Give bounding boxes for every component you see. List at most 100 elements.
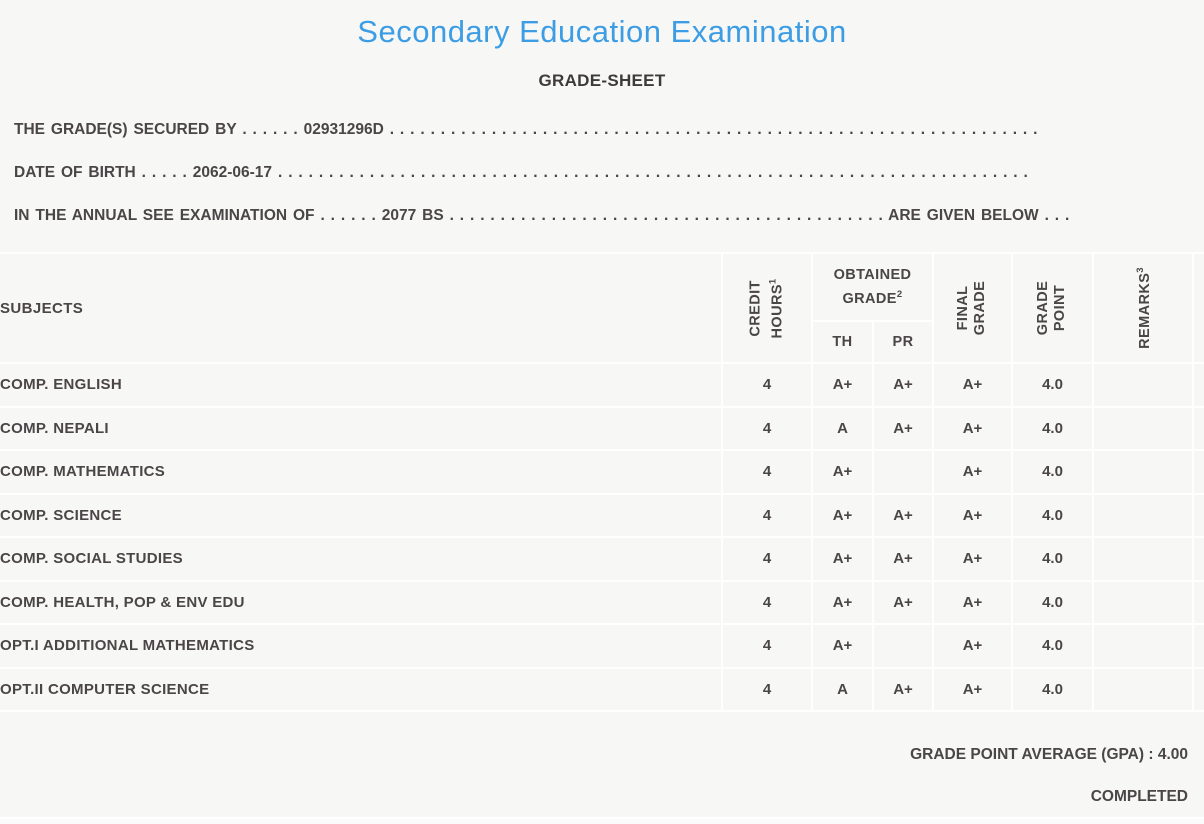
info-line-examination-year: IN THE ANNUAL SEE EXAMINATION OF . . . .…: [14, 205, 1190, 227]
table-row: COMP. HEALTH, POP & ENV EDU 4 A+ A+ A+ 4…: [0, 579, 1204, 624]
table-row: COMP. SCIENCE 4 A+ A+ A+ 4.0: [0, 492, 1204, 537]
column-header-remarks: REMARKS3: [1092, 253, 1194, 363]
gpa-value: 4.00: [1157, 746, 1188, 763]
pr-grade-cell: A+: [871, 666, 934, 711]
edge-spacer-cell: [1192, 492, 1204, 537]
th-grade-cell: A+: [811, 623, 873, 668]
edge-spacer-cell: [1192, 449, 1204, 494]
column-header-th: TH: [811, 320, 873, 363]
pr-grade-cell: A+: [871, 492, 934, 537]
column-header-grade-point: GRADE POINT: [1011, 253, 1094, 363]
gpa-summary: GRADE POINT AVERAGE (GPA) : 4.00: [0, 745, 1204, 765]
credit-hours-cell: 4: [721, 536, 812, 581]
th-grade-cell: A: [811, 405, 873, 450]
grade-point-cell: 4.0: [1011, 579, 1094, 624]
table-row: COMP. SOCIAL STUDIES 4 A+ A+ A+ 4.0: [0, 536, 1204, 581]
gpa-label: GRADE POINT AVERAGE (GPA) :: [910, 746, 1154, 763]
dot-leader: . . . . . . . . . . . . . . . . . . . . …: [449, 207, 883, 224]
symbol-number-value: 02931296D: [303, 121, 384, 138]
grade-point-cell: 4.0: [1011, 536, 1094, 581]
th-grade-cell: A+: [811, 579, 873, 624]
table-row: COMP. ENGLISH 4 A+ A+ A+ 4.0: [0, 362, 1204, 407]
edge-spacer-cell: [1192, 253, 1204, 363]
remarks-cell: [1092, 579, 1194, 624]
final-grade-cell: A+: [932, 579, 1013, 624]
column-header-credit-hours: CREDIT HOURS1: [721, 253, 812, 363]
edge-spacer-cell: [1192, 579, 1204, 624]
grade-point-cell: 4.0: [1011, 449, 1094, 494]
result-status: COMPLETED: [1090, 788, 1188, 805]
remarks-cell: [1092, 623, 1194, 668]
subject-cell: COMP. SOCIAL STUDIES: [0, 536, 722, 581]
grade-point-cell: 4.0: [1011, 623, 1094, 668]
table-row: OPT.II COMPUTER SCIENCE 4 A A+ A+ 4.0: [0, 666, 1204, 711]
th-grade-cell: A: [811, 666, 873, 711]
info-line-date-of-birth: DATE OF BIRTH . . . . . 2062-06-17 . . .…: [14, 162, 1190, 184]
remarks-cell: [1092, 666, 1194, 711]
credit-hours-cell: 4: [721, 405, 812, 450]
grades-table: SUBJECTS CREDIT HOURS1 OBTAINED GRADE2 F…: [0, 252, 1204, 712]
dot-leader: . . . . . . . . . . . . . . . . . . . . …: [277, 164, 1028, 181]
dot-leader: . . .: [1044, 207, 1070, 224]
subject-cell: COMP. HEALTH, POP & ENV EDU: [0, 579, 722, 624]
credit-hours-cell: 4: [721, 449, 812, 494]
edge-spacer-cell: [1192, 362, 1204, 407]
exam-year-value: 2077 BS: [381, 207, 444, 224]
page-title: Secondary Education Examination: [357, 14, 847, 49]
column-header-final-grade: FINAL GRADE: [932, 253, 1013, 363]
edge-spacer-cell: [1192, 623, 1204, 668]
subject-cell: OPT.II COMPUTER SCIENCE: [0, 666, 722, 711]
dot-leader: . . . . . . . . . . . . . . . . . . . . …: [389, 121, 1038, 138]
table-row: OPT.I ADDITIONAL MATHEMATICS 4 A+ A+ 4.0: [0, 623, 1204, 668]
subject-cell: COMP. ENGLISH: [0, 362, 722, 407]
info-label: IN THE ANNUAL SEE EXAMINATION OF: [14, 207, 315, 224]
subject-cell: COMP. NEPALI: [0, 405, 722, 450]
remarks-cell: [1092, 405, 1194, 450]
dot-leader: . . . . .: [141, 164, 187, 181]
column-header-obtained-grade: OBTAINED GRADE2: [810, 253, 934, 321]
credit-hours-cell: 4: [721, 579, 812, 624]
column-header-pr: PR: [871, 320, 934, 363]
th-grade-cell: A+: [811, 492, 873, 537]
grade-point-cell: 4.0: [1011, 405, 1094, 450]
date-of-birth-value: 2062-06-17: [192, 164, 273, 181]
info-label-suffix: ARE GIVEN BELOW: [888, 207, 1039, 224]
subject-cell: OPT.I ADDITIONAL MATHEMATICS: [0, 623, 722, 668]
final-grade-cell: A+: [932, 449, 1013, 494]
gradesheet-heading: GRADE-SHEET: [538, 71, 666, 90]
remarks-cell: [1092, 492, 1194, 537]
edge-spacer-cell: [1192, 666, 1204, 711]
grade-point-cell: 4.0: [1011, 666, 1094, 711]
grade-point-cell: 4.0: [1011, 492, 1094, 537]
final-grade-cell: A+: [932, 623, 1013, 668]
pr-grade-cell: [871, 449, 934, 494]
th-grade-cell: A+: [811, 449, 873, 494]
remarks-cell: [1092, 449, 1194, 494]
credit-hours-cell: 4: [721, 666, 812, 711]
th-grade-cell: A+: [811, 536, 873, 581]
credit-hours-cell: 4: [721, 623, 812, 668]
table-row: COMP. MATHEMATICS 4 A+ A+ 4.0: [0, 449, 1204, 494]
table-row: COMP. NEPALI 4 A A+ A+ 4.0: [0, 405, 1204, 450]
final-grade-cell: A+: [932, 666, 1013, 711]
info-line-grades-secured-by: THE GRADE(S) SECURED BY . . . . . . 0293…: [14, 119, 1190, 141]
edge-spacer-cell: [1192, 536, 1204, 581]
pr-grade-cell: A+: [871, 362, 934, 407]
final-grade-cell: A+: [932, 492, 1013, 537]
info-label: THE GRADE(S) SECURED BY: [14, 121, 237, 138]
remarks-cell: [1092, 536, 1194, 581]
credit-hours-cell: 4: [721, 362, 812, 407]
final-grade-cell: A+: [932, 362, 1013, 407]
edge-spacer-cell: [1192, 405, 1204, 450]
final-grade-cell: A+: [932, 405, 1013, 450]
subject-cell: COMP. MATHEMATICS: [0, 449, 722, 494]
pr-grade-cell: A+: [871, 536, 934, 581]
dot-leader: . . . . . .: [320, 207, 376, 224]
th-grade-cell: A+: [811, 362, 873, 407]
pr-grade-cell: A+: [871, 405, 934, 450]
grade-point-cell: 4.0: [1011, 362, 1094, 407]
dot-leader: . . . . . .: [242, 121, 298, 138]
column-header-subjects: SUBJECTS: [0, 299, 84, 317]
final-grade-cell: A+: [932, 536, 1013, 581]
pr-grade-cell: [871, 623, 934, 668]
